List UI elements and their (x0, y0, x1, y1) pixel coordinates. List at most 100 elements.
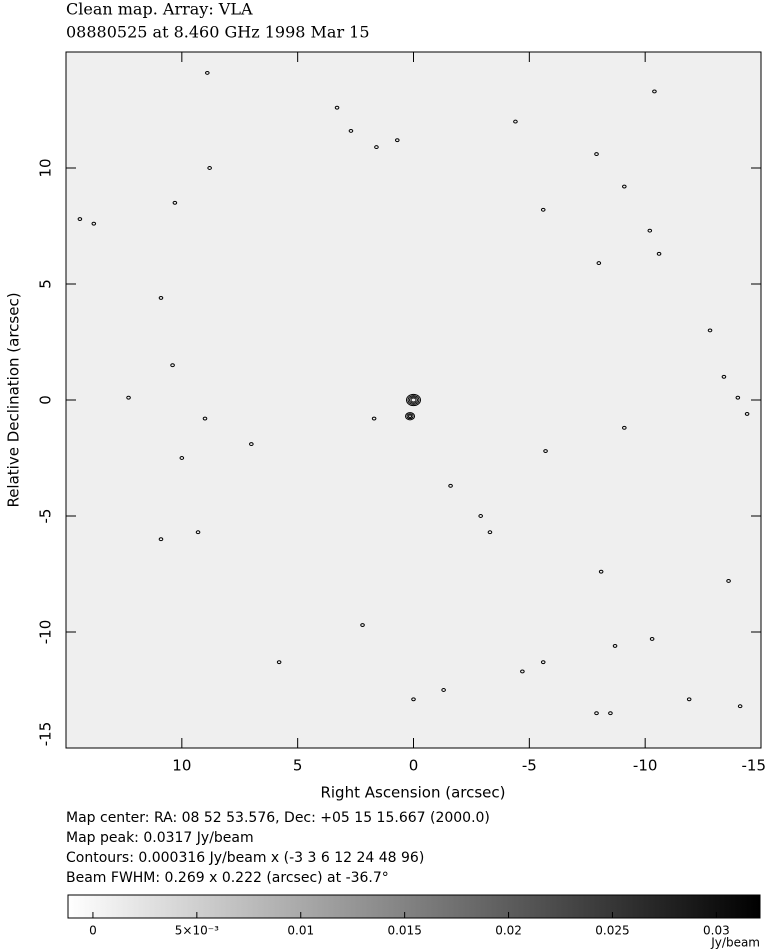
contour (596, 261, 602, 266)
contour (374, 145, 379, 150)
map-note: Beam FWHM: 0.269 x 0.222 (arcsec) at -36… (66, 870, 389, 886)
x-axis-label: Right Ascension (arcsec) (320, 784, 505, 802)
contour-ring (726, 579, 731, 583)
contour (172, 200, 178, 205)
contour (205, 70, 210, 75)
contour (406, 393, 421, 407)
contour (622, 425, 627, 430)
contour (686, 697, 692, 702)
contour-ring (276, 660, 282, 665)
contour (540, 207, 546, 212)
contour-ring (647, 228, 653, 233)
contour (448, 483, 453, 488)
contour (649, 637, 655, 641)
contour (721, 374, 727, 379)
contour-ring (540, 660, 546, 665)
contour-ring (202, 416, 208, 421)
map-note: Map center: RA: 08 52 53.576, Dec: +05 1… (66, 810, 490, 826)
contour-ring (487, 530, 493, 535)
contour-ring (91, 221, 97, 226)
contour-ring (608, 711, 613, 716)
contour-ring (594, 711, 599, 716)
colorbar-tick-label: 0.01 (287, 924, 314, 938)
y-tick-label: -5 (37, 509, 55, 524)
contour (598, 569, 604, 574)
contour-ring (172, 200, 178, 205)
contour-ring (520, 669, 525, 674)
contour-ring (612, 643, 618, 648)
colorbar-tick-label: 0.015 (387, 924, 421, 938)
contour-ring (158, 295, 164, 300)
contour-ring (622, 184, 627, 189)
x-tick-label: -5 (522, 757, 537, 775)
contour-ring (735, 395, 741, 400)
contour-ring (205, 70, 210, 75)
x-tick-label: -10 (633, 757, 658, 775)
y-tick-label: 10 (37, 158, 55, 177)
contour (594, 711, 599, 716)
colorbar-tick-label: 5×10⁻³ (175, 924, 219, 938)
contour (647, 228, 653, 233)
colorbar-unit: Jy/beam (710, 936, 760, 950)
contour (348, 128, 354, 133)
contour (487, 530, 493, 535)
contour (737, 704, 743, 709)
contour (405, 412, 416, 421)
contour-ring (441, 688, 446, 692)
colorbar-tick-label: 0.02 (495, 924, 522, 938)
colorbar-tick-label: 0.025 (595, 924, 629, 938)
contour-ring (737, 704, 743, 709)
x-tick-label: 0 (409, 757, 419, 775)
contour-ring (656, 251, 662, 256)
contour-ring (406, 413, 414, 420)
contour (735, 395, 741, 400)
plot-area (65, 51, 762, 749)
contour-ring (598, 569, 604, 574)
map-note: Map peak: 0.0317 Jy/beam (66, 830, 254, 846)
contour (371, 416, 377, 421)
contour (543, 449, 548, 453)
contour-ring (478, 514, 483, 518)
contour-ring (407, 395, 420, 405)
contour-ring (126, 395, 131, 400)
contour (360, 623, 365, 627)
contour-ring (622, 425, 627, 430)
contour (276, 660, 282, 665)
contour (334, 105, 340, 110)
colorbar-tick-label: 0.03 (703, 924, 730, 938)
chart-subtitle: 08880525 at 8.460 GHz 1998 Mar 15 (66, 23, 370, 42)
contour (594, 152, 599, 157)
contour-ring (394, 138, 400, 143)
contour-ring (334, 105, 340, 110)
contour-ring (158, 537, 164, 542)
colorbar (67, 894, 761, 919)
contour-ring (410, 397, 417, 403)
contour (622, 184, 627, 189)
contour-ring (249, 442, 254, 447)
contour (707, 328, 713, 333)
y-tick-label: -15 (37, 722, 55, 747)
contour (202, 416, 208, 421)
contour (726, 579, 731, 583)
x-tick-label: 10 (172, 757, 191, 775)
contour-ring (649, 637, 655, 641)
contour-ring (348, 128, 354, 133)
chart-title: Clean map. Array: VLA (66, 0, 253, 19)
map-note: Contours: 0.000316 Jy/beam x (-3 3 6 12 … (66, 850, 424, 866)
contour-ring (540, 207, 546, 212)
x-tick-label: -15 (742, 757, 767, 775)
contour-ring (686, 697, 692, 702)
contour-ring (411, 697, 416, 702)
contour-ring (543, 449, 548, 453)
contour (394, 138, 400, 143)
contour (513, 119, 518, 124)
contour-ring (513, 119, 518, 124)
y-tick-label: -10 (37, 620, 55, 645)
contour-ring (405, 412, 416, 421)
contour (170, 363, 175, 368)
contour-ring (652, 89, 657, 94)
contour (249, 442, 254, 447)
contour-ring (360, 623, 365, 627)
contour-ring (744, 411, 750, 416)
